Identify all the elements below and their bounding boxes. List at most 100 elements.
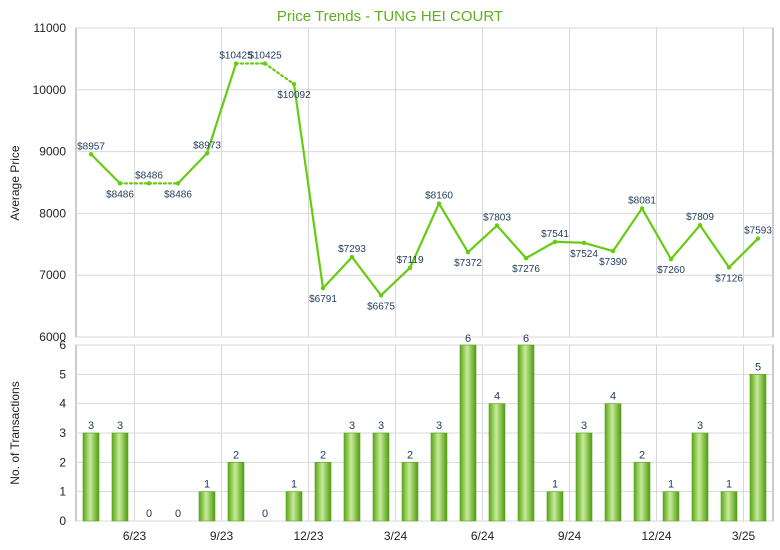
price-gridlines bbox=[76, 27, 773, 338]
transaction-count-label: 3 bbox=[436, 420, 442, 432]
price-line-segment bbox=[669, 224, 702, 261]
price-data-label: $7524 bbox=[570, 249, 598, 260]
transaction-count-label: 1 bbox=[291, 479, 297, 491]
transaction-count-label: 0 bbox=[146, 508, 152, 520]
price-line-segment bbox=[408, 202, 441, 269]
price-line-segment bbox=[176, 152, 209, 185]
price-point bbox=[320, 285, 326, 291]
transaction-bar bbox=[430, 432, 448, 522]
price-line-segment bbox=[611, 207, 644, 253]
price-line-segment bbox=[640, 207, 673, 261]
transactions-y-tick-label: 2 bbox=[59, 455, 66, 469]
transactions-panel: 0 1 2 3 4 5 6 No. of Transactions 3 3 0 0 1 2 0 1 2 3 3 2… bbox=[8, 333, 774, 543]
transaction-count-label: 2 bbox=[639, 449, 645, 461]
price-data-label: $7803 bbox=[483, 213, 511, 224]
x-axis-ticks: 6/23 9/23 12/23 3/24 6/24 9/24 12/24 3/25 bbox=[123, 529, 756, 543]
transaction-bar bbox=[343, 432, 361, 522]
price-point bbox=[494, 223, 500, 228]
price-line-series bbox=[89, 62, 760, 297]
price-data-label: $7119 bbox=[396, 255, 424, 266]
transaction-count-label: 0 bbox=[262, 508, 268, 520]
transaction-bar bbox=[82, 432, 100, 522]
transactions-y-tick-label: 4 bbox=[59, 397, 66, 411]
price-point bbox=[146, 181, 152, 186]
price-point bbox=[523, 255, 529, 261]
price-line-segment bbox=[321, 255, 354, 290]
price-point bbox=[755, 236, 761, 241]
price-data-label: $7390 bbox=[599, 257, 627, 268]
price-data-labels: $8957$8486$8486$8486$8973$10425$10425$10… bbox=[77, 51, 772, 313]
transaction-count-label: 2 bbox=[407, 449, 413, 461]
price-point bbox=[552, 239, 558, 244]
price-point bbox=[697, 223, 703, 228]
price-plot-frame bbox=[75, 27, 774, 338]
x-tick-label: 12/24 bbox=[641, 529, 671, 543]
transaction-count-label: 3 bbox=[697, 420, 703, 432]
price-point bbox=[291, 81, 297, 87]
price-point bbox=[204, 151, 210, 156]
transaction-count-label: 2 bbox=[320, 449, 326, 461]
price-data-label: $8081 bbox=[628, 195, 656, 206]
transaction-count-label: 4 bbox=[494, 391, 500, 403]
transaction-bar bbox=[285, 491, 303, 522]
transaction-bar bbox=[575, 432, 593, 522]
price-y-axis-label: Average Price bbox=[8, 145, 22, 220]
price-data-label: $8486 bbox=[164, 189, 192, 200]
price-y-tick-label: 8000 bbox=[39, 206, 66, 220]
transaction-count-labels: 3 3 0 0 1 2 0 1 2 3 3 2 3 6 4 6 1 3 4 2 1 3 1 5 bbox=[88, 333, 761, 520]
transaction-count-label: 1 bbox=[204, 479, 210, 491]
price-point bbox=[407, 265, 413, 271]
transaction-bar bbox=[372, 432, 390, 522]
price-point bbox=[233, 61, 239, 66]
transaction-count-label: 5 bbox=[755, 361, 761, 373]
price-data-label: $7809 bbox=[686, 212, 714, 223]
price-line-segment bbox=[350, 255, 383, 297]
price-point bbox=[262, 61, 268, 66]
price-line-segment bbox=[727, 237, 760, 269]
transaction-count-label: 3 bbox=[88, 420, 94, 432]
transaction-count-label: 0 bbox=[175, 508, 181, 520]
price-y-ticks: 6000 7000 8000 9000 10000 11000 bbox=[33, 21, 67, 344]
price-y-tick-label: 10000 bbox=[33, 83, 67, 97]
price-line-segment bbox=[263, 62, 296, 86]
transaction-bar bbox=[459, 344, 477, 522]
transaction-bar bbox=[604, 403, 622, 522]
price-line-segment bbox=[89, 153, 122, 185]
price-line-segment bbox=[553, 240, 586, 244]
price-y-tick-label: 11000 bbox=[34, 21, 67, 35]
price-data-label: $7260 bbox=[657, 265, 685, 276]
x-tick-label: 3/25 bbox=[732, 529, 756, 543]
transaction-bar bbox=[662, 491, 680, 522]
price-point bbox=[639, 206, 645, 211]
transactions-y-tick-label: 3 bbox=[59, 426, 66, 440]
price-point bbox=[117, 181, 123, 186]
transaction-count-label: 1 bbox=[726, 479, 732, 491]
price-panel: 6000 7000 8000 9000 10000 11000 Average Price… bbox=[8, 21, 774, 344]
transactions-y-tick-label: 6 bbox=[59, 338, 66, 352]
transactions-y-ticks: 0 1 2 3 4 5 6 bbox=[59, 338, 66, 528]
price-data-label: $10425 bbox=[219, 51, 253, 62]
x-tick-label: 9/23 bbox=[210, 529, 234, 543]
price-point bbox=[175, 181, 181, 186]
transaction-bar bbox=[314, 462, 332, 522]
x-tick-label: 6/23 bbox=[123, 529, 147, 543]
price-line-segment bbox=[495, 224, 528, 260]
price-data-label: $7372 bbox=[454, 258, 482, 269]
transaction-bar bbox=[749, 374, 767, 522]
price-data-label: $7593 bbox=[744, 226, 772, 237]
price-line-segment bbox=[466, 224, 499, 254]
transaction-bar bbox=[401, 462, 419, 522]
x-tick-label: 9/24 bbox=[558, 529, 582, 543]
transaction-bar bbox=[517, 344, 535, 522]
transactions-gridlines bbox=[76, 344, 773, 522]
transaction-count-label: 6 bbox=[465, 333, 471, 345]
price-y-tick-label: 9000 bbox=[39, 145, 66, 159]
transaction-bar bbox=[720, 491, 738, 522]
transaction-bar bbox=[488, 403, 506, 522]
transaction-bar bbox=[633, 462, 651, 522]
price-data-label: $6791 bbox=[309, 294, 337, 305]
price-data-label: $10092 bbox=[277, 90, 311, 101]
price-data-label: $10425 bbox=[248, 51, 282, 62]
price-points bbox=[88, 61, 761, 298]
